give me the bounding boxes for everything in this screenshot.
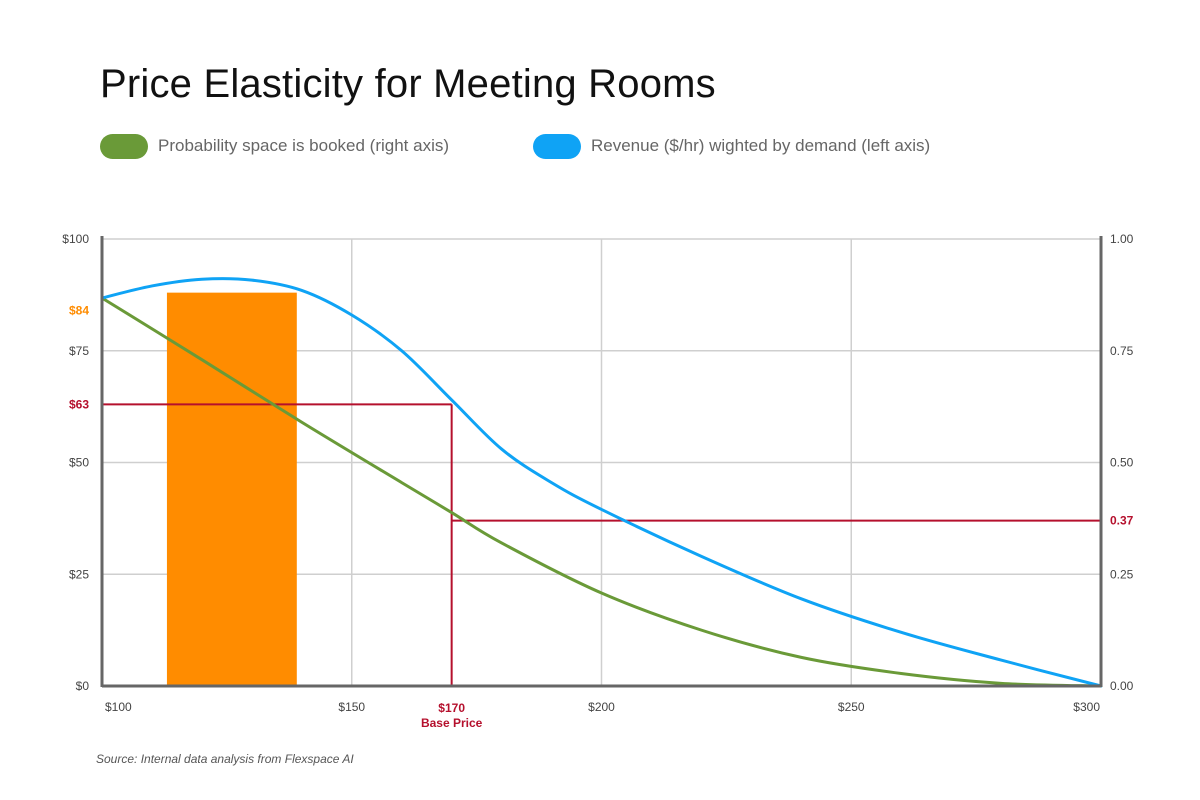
- series-line-probability: [100, 296, 1103, 688]
- x-tick-label: $150: [338, 700, 365, 714]
- highlight-label-63: $63: [69, 397, 89, 411]
- legend-swatch-probability: [100, 133, 148, 159]
- left-tick-label: $100: [62, 232, 89, 246]
- left-tick-label: $50: [69, 456, 89, 470]
- highlight-label-037: 0.37: [1110, 514, 1134, 528]
- series-line-revenue: [100, 277, 1103, 688]
- left-tick-label: $25: [69, 567, 89, 581]
- right-tick-label: 0.25: [1110, 567, 1134, 581]
- right-tick-label: 0.00: [1110, 679, 1134, 693]
- bar: [166, 292, 297, 686]
- left-tick-label: $0: [76, 679, 90, 693]
- legend-item-revenue[interactable]: Revenue ($/hr) wighted by demand (left a…: [533, 133, 930, 159]
- legend-label-probability: Probability space is booked (right axis): [158, 136, 450, 155]
- chart-title: Price Elasticity for Meeting Rooms: [100, 62, 716, 106]
- x-tick-label: $200: [588, 700, 615, 714]
- x-tick-label: $300: [1073, 700, 1100, 714]
- highlight-label-84: $84: [69, 304, 89, 318]
- x-tick-label: $250: [838, 700, 865, 714]
- right-tick-label: 0.50: [1110, 456, 1134, 470]
- right-tick-label: 1.00: [1110, 232, 1134, 246]
- legend-item-probability[interactable]: Probability space is booked (right axis): [100, 133, 449, 159]
- legend-label-revenue: Revenue ($/hr) wighted by demand (left a…: [591, 136, 931, 155]
- base-price-value-label: $170: [438, 701, 465, 715]
- left-tick-label: $75: [69, 344, 89, 358]
- source-note: Source: Internal data analysis from Flex…: [96, 752, 354, 766]
- base-price-caption: Base Price: [421, 716, 483, 730]
- x-tick-label: $100: [105, 700, 132, 714]
- right-tick-label: 0.75: [1110, 344, 1134, 358]
- legend-swatch-revenue: [533, 133, 581, 159]
